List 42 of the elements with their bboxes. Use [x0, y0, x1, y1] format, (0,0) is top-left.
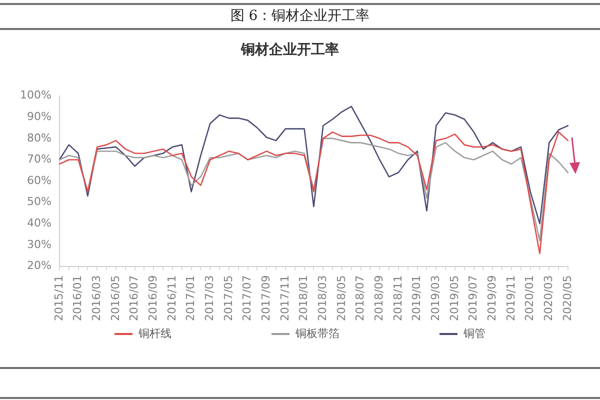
x-tick-label: 2017/07 — [240, 275, 254, 322]
x-tick-label: 2020/05 — [560, 275, 574, 322]
x-tick-label: 2017/09 — [259, 275, 272, 322]
x-tick-label: 2018/03 — [316, 275, 329, 322]
x-tick-label: 2019/05 — [448, 275, 461, 322]
legend-label: 铜管 — [462, 326, 486, 340]
x-tick-label: 2017/01 — [184, 275, 198, 322]
x-tick-label: 2016/11 — [165, 275, 178, 322]
x-tick-label: 2016/05 — [108, 275, 122, 322]
y-tick-label: 60% — [26, 174, 52, 187]
y-tick-label: 80% — [26, 131, 52, 144]
y-tick-label: 40% — [26, 216, 52, 230]
y-tick-label: 70% — [26, 152, 52, 166]
chart-title: 铜材企业开工率 — [240, 41, 339, 58]
x-tick-label: 2018/09 — [372, 275, 386, 322]
x-tick-label: 2020/01 — [523, 275, 536, 322]
caption: 图 6：铜材企业开工率 — [230, 8, 370, 24]
y-tick-label: 30% — [26, 238, 52, 251]
x-tick-label: 2016/07 — [128, 275, 141, 322]
y-tick-label: 90% — [26, 110, 52, 123]
x-tick-label: 2019/07 — [466, 275, 480, 322]
x-tick-label: 2018/11 — [391, 275, 404, 322]
x-tick-label: 2020/03 — [542, 275, 556, 322]
x-tick-label: 2016/03 — [90, 275, 103, 322]
x-tick-label: 2017/11 — [278, 275, 292, 322]
y-tick-label: 100% — [20, 88, 52, 102]
x-tick-label: 2015/11 — [52, 275, 66, 322]
y-tick-label: 20% — [26, 259, 52, 272]
x-tick-label: 2019/03 — [429, 275, 442, 322]
x-tick-label: 2019/09 — [486, 275, 499, 322]
legend-label: 铜杆线 — [138, 326, 172, 340]
x-tick-label: 2016/01 — [71, 275, 84, 322]
x-tick-label: 2018/07 — [354, 275, 367, 322]
y-tick-label: 50% — [26, 195, 52, 208]
x-tick-label: 2017/03 — [202, 275, 216, 322]
x-tick-label: 2018/05 — [334, 275, 348, 322]
x-tick-label: 2016/09 — [146, 275, 160, 322]
x-tick-label: 2019/11 — [504, 275, 518, 322]
x-tick-label: 2019/01 — [410, 275, 424, 322]
x-tick-label: 2018/01 — [297, 275, 310, 322]
x-tick-label: 2017/05 — [222, 275, 235, 322]
legend-label: 铜板带箔 — [294, 326, 340, 340]
